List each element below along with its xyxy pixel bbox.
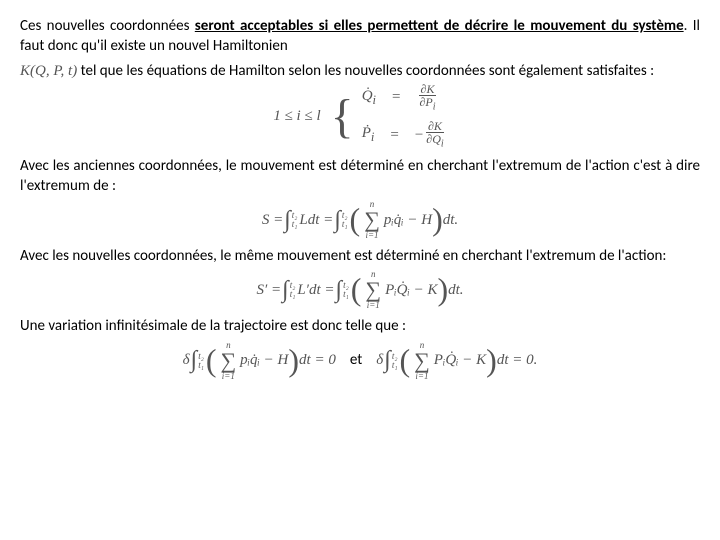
eq2-s: S = — [262, 210, 283, 230]
equation-action-new: S′ = ∫ t₂t₁ L′dt = ∫ t₂t₁ ( n∑i=1 PᵢQ̇ᵢ … — [20, 270, 700, 310]
eq2-body: pᵢq̇ᵢ − H — [384, 210, 432, 230]
p2-text: tel que les équations de Hamilton selon … — [77, 62, 654, 80]
sum-icon-2: n∑i=1 — [363, 270, 383, 310]
eq1-f1di: i — [433, 101, 436, 112]
paragraph-5: Une variation infinitésimale de la traje… — [20, 316, 700, 336]
eq3-t1a: t₁ — [290, 290, 296, 299]
eq1-f1d: ∂P — [419, 95, 432, 109]
eq4-body1: pᵢq̇ᵢ − H — [240, 350, 288, 370]
eq1-f1n: ∂K — [421, 82, 435, 96]
eq4-d1: δ — [183, 350, 190, 370]
eq2-t1a: t₁ — [292, 220, 298, 229]
paren-open-icon: ( — [350, 207, 361, 233]
integral-icon-3: ∫ — [282, 274, 289, 306]
p1-text-a: Ces nouvelles coordonnées — [20, 17, 195, 35]
eq4-t1a: t₁ — [198, 361, 204, 370]
eq3-dt: dt. — [448, 280, 463, 300]
hamiltonian-symbol: K(Q, P, t) — [20, 61, 77, 81]
integral-icon-2: ∫ — [334, 204, 341, 236]
eq2-t1b: t₁ — [342, 220, 348, 229]
sum-icon-3: n∑i=1 — [218, 341, 238, 381]
paragraph-3: Avec les anciennes coordonnées, le mouve… — [20, 156, 700, 197]
equation-hamilton: 1 ≤ i ≤ l { Q̇i = ∂K ∂Pi Ṗi = − ∂K ∂Qi — [20, 83, 700, 150]
eq3-ldt: L′dt = — [297, 280, 334, 300]
paren-open-icon-3: ( — [206, 348, 217, 374]
eq3-body: PᵢQ̇ᵢ − K — [385, 280, 437, 300]
eq4-body2: PᵢQ̇ᵢ − K — [434, 350, 486, 370]
paren-open-icon-2: ( — [351, 277, 362, 303]
paragraph-4: Avec les nouvelles coordonnées, le même … — [20, 246, 700, 266]
paragraph-1: Ces nouvelles coordonnées seront accepta… — [20, 16, 700, 57]
eq4-z1: dt = 0 — [299, 350, 336, 370]
eq1-qdot-i: i — [373, 93, 376, 107]
eq4-t1b: t₁ — [392, 361, 398, 370]
paragraph-2: K(Q, P, t) tel que les équations de Hami… — [20, 61, 700, 81]
eq1-frac1: ∂K ∂Pi — [417, 83, 437, 112]
paren-open-icon-4: ( — [399, 348, 410, 374]
eq4-d2: δ — [376, 350, 383, 370]
eq2-dt: dt. — [443, 210, 458, 230]
eq3-t1b: t₁ — [343, 290, 349, 299]
eq1-neg: − — [415, 125, 423, 145]
eq1-f2d: ∂Q — [426, 132, 441, 146]
brace-icon: { — [331, 95, 354, 138]
eq1-frac2: ∂K ∂Qi — [424, 120, 445, 149]
eq1-range: 1 ≤ i ≤ l — [273, 106, 320, 126]
eq4-et: et — [350, 350, 362, 370]
eq1-pdot: Ṗ — [362, 125, 371, 141]
paren-close-icon-4: ) — [486, 348, 497, 374]
eq1-eq2: = — [390, 125, 398, 145]
eq3-s: S′ = — [256, 280, 281, 300]
eq2-ldt: Ldt = — [299, 210, 333, 230]
equation-variation: δ ∫ t₂t₁ ( n∑i=1 pᵢq̇ᵢ − H ) dt = 0 et δ… — [20, 341, 700, 381]
eq1-eq1: = — [392, 87, 400, 107]
integral-icon-6: ∫ — [384, 344, 391, 376]
integral-icon-4: ∫ — [336, 274, 343, 306]
sum-icon-4: n∑i=1 — [412, 341, 432, 381]
eq1-pdot-i: i — [371, 130, 374, 144]
paren-close-icon: ) — [432, 207, 443, 233]
sum-icon: n∑i=1 — [362, 200, 382, 240]
integral-icon-5: ∫ — [191, 344, 198, 376]
equation-action-old: S = ∫ t₂t₁ Ldt = ∫ t₂t₁ ( n∑i=1 pᵢq̇ᵢ − … — [20, 200, 700, 240]
integral-icon: ∫ — [284, 204, 291, 236]
eq1-f2n: ∂K — [428, 119, 442, 133]
eq1-f2di: i — [441, 139, 444, 150]
paren-close-icon-2: ) — [437, 277, 448, 303]
paren-close-icon-3: ) — [288, 348, 299, 374]
eq1-qdot: Q̇ — [362, 88, 373, 104]
p1-text-bold: seront acceptables si elles permettent d… — [195, 17, 684, 35]
eq4-z2: dt = 0. — [497, 350, 538, 370]
